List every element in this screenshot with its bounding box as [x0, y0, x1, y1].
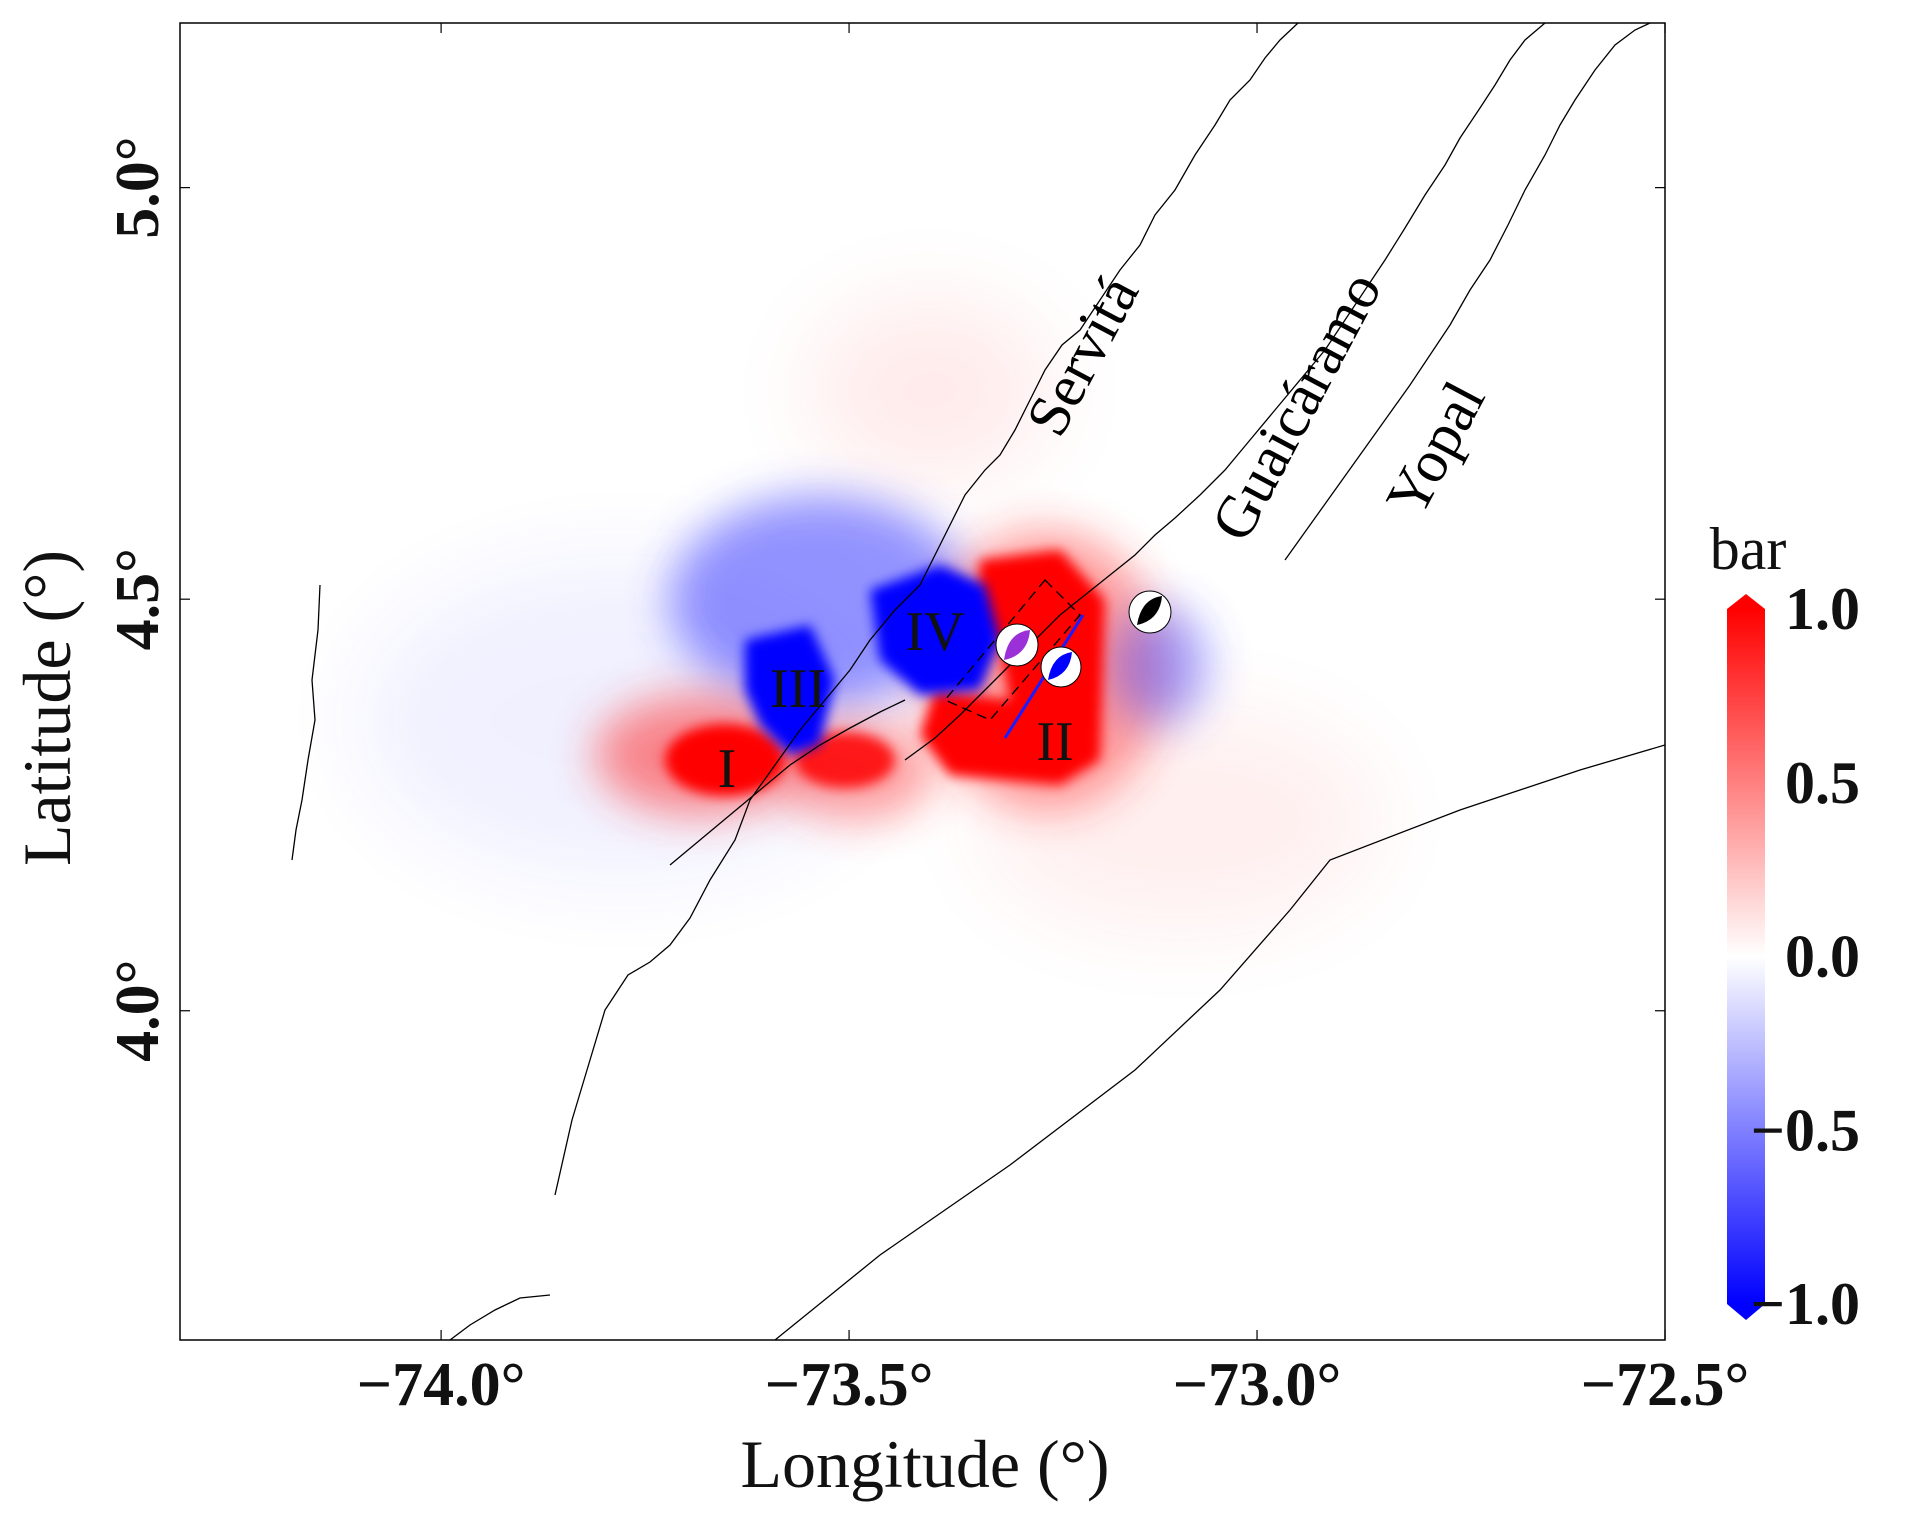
- y-tick-label: 4.5°: [104, 548, 172, 650]
- colorbar-tick-label: 0.5: [1785, 750, 1860, 816]
- stress-lobe-blue-east: [1112, 605, 1208, 725]
- fault-western: [291, 584, 321, 861]
- region-label-i: I: [718, 738, 737, 800]
- x-axis: −74.0° −73.5° −73.0° −72.5°: [357, 23, 1750, 1419]
- x-tick-label: −73.0°: [1173, 1351, 1342, 1419]
- fault-servita: [554, 23, 1299, 1196]
- focal-mechanism-purple: [995, 623, 1039, 667]
- fault-southeast-boundary: [774, 744, 1665, 1340]
- y-axis-title: Latitude (°): [9, 550, 85, 866]
- colorbar-extend-max: [1727, 594, 1765, 609]
- y-tick-label: 4.0°: [104, 960, 172, 1062]
- colorbar: bar 1.0 0.5 0.0 −0.5 −1.0: [1710, 516, 1860, 1337]
- fault-plane-outline: [943, 578, 1081, 721]
- saturated-blue-core: [745, 565, 1000, 755]
- colorbar-tick-label: −0.5: [1751, 1097, 1860, 1163]
- fault-southwest: [449, 1294, 551, 1340]
- saturated-red-core: [665, 550, 1105, 796]
- fault-yopal: [1284, 23, 1651, 561]
- x-tick-label: −73.5°: [765, 1351, 934, 1419]
- map-plot-area: I II III IV Servitá Guaicáramo Yopal: [179, 22, 1666, 1341]
- x-axis-title: Longitude (°): [741, 1426, 1110, 1502]
- y-axis: 4.0° 4.5° 5.0°: [104, 136, 1665, 1062]
- region-label-iii: III: [770, 658, 826, 720]
- fault-servita-branch: [669, 699, 906, 866]
- colorbar-ticks: 1.0 0.5 0.0 −0.5 −1.0: [1751, 576, 1860, 1337]
- y-tick-label: 5.0°: [104, 136, 172, 238]
- x-tick-label: −74.0°: [357, 1351, 526, 1419]
- region-label-iv: IV: [905, 601, 964, 663]
- colorbar-gradient-bar: [1727, 609, 1765, 1304]
- focal-mechanism-blue: [1040, 646, 1082, 688]
- stress-lobe-faint-red-north: [810, 300, 1050, 480]
- colorbar-tick-label: 0.0: [1785, 924, 1860, 990]
- colorbar-extend-min: [1727, 1304, 1765, 1320]
- region-label-ii: II: [1036, 711, 1073, 773]
- colorbar-tick-label: −1.0: [1751, 1271, 1860, 1337]
- x-tick-label: −72.5°: [1581, 1351, 1750, 1419]
- plot-frame: [179, 22, 1666, 1341]
- focal-mechanism-black: [1128, 590, 1172, 634]
- colorbar-tick-label: 1.0: [1785, 576, 1860, 642]
- colorbar-unit-label: bar: [1710, 516, 1787, 582]
